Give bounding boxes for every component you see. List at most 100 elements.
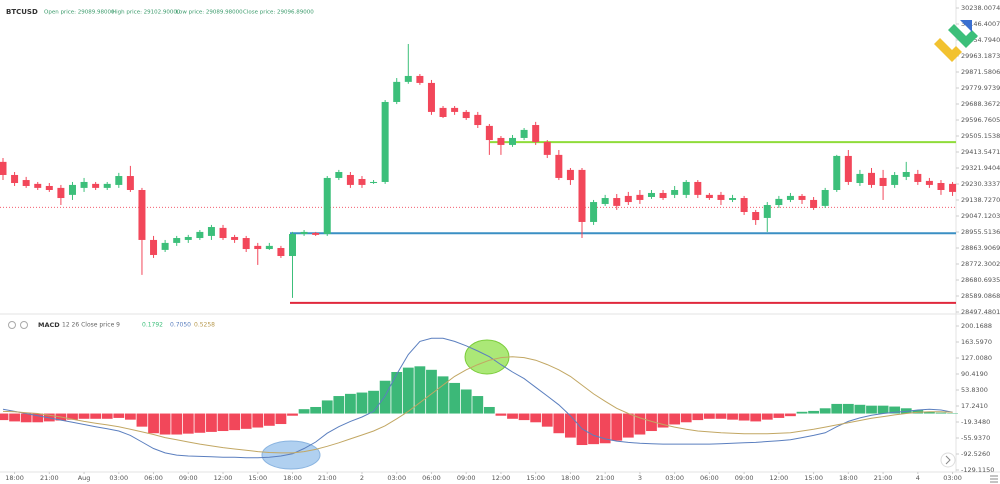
- candle-body: [694, 181, 702, 195]
- histogram-bar: [622, 413, 634, 438]
- indicator-value: 0.1792: [142, 322, 163, 329]
- y-tick-label: 30238.00740: [961, 4, 1000, 12]
- candle-body: [543, 141, 551, 155]
- y-tick-label: -92.5260: [961, 450, 990, 458]
- histogram-bar: [553, 413, 565, 434]
- candle-body: [381, 101, 389, 182]
- histogram-bar: [518, 413, 530, 421]
- candle-body: [451, 107, 459, 112]
- candle-body: [833, 155, 841, 190]
- candle-body: [775, 198, 783, 206]
- candle-body: [80, 181, 88, 188]
- candle-body: [949, 183, 957, 192]
- candle-body: [393, 81, 401, 102]
- candle-body: [289, 234, 296, 257]
- x-tick-label: 03:00: [665, 474, 684, 482]
- candle-body: [150, 239, 158, 255]
- candle-body: [566, 169, 574, 181]
- histogram-bar: [345, 393, 356, 414]
- histogram-bar: [449, 382, 461, 414]
- x-tick-label: 12:00: [214, 474, 233, 482]
- x-tick-label: 18:00: [5, 474, 24, 482]
- x-tick-label: 15:00: [248, 474, 267, 482]
- y-tick-label: 29505.15380: [961, 132, 1000, 140]
- candle-body: [370, 181, 378, 184]
- histogram-bar: [78, 413, 90, 419]
- candle-body: [485, 125, 493, 141]
- histogram-bar: [148, 413, 159, 434]
- histogram-bar: [124, 413, 136, 420]
- x-tick-label: 09:00: [735, 474, 754, 482]
- histogram-bar: [738, 413, 750, 421]
- candle-body: [300, 231, 308, 235]
- legend-item: High price: 29102.90000: [112, 10, 181, 16]
- histogram-bar: [159, 413, 171, 435]
- candle-body: [624, 195, 632, 203]
- histogram-bar: [368, 390, 379, 414]
- y-tick-label: 29871.58060: [961, 68, 1000, 76]
- histogram-bar: [333, 396, 345, 414]
- y-tick-label: -19.3480: [961, 418, 990, 426]
- histogram-bar: [437, 376, 449, 414]
- logo-shape: [960, 20, 972, 32]
- candle-body: [682, 181, 690, 195]
- candle-body: [810, 199, 818, 208]
- candle-body: [68, 184, 76, 195]
- histogram-bar: [727, 413, 738, 420]
- candle-body: [416, 75, 424, 83]
- histogram-bar: [287, 413, 298, 416]
- y-tick-label: 163.5970: [961, 338, 992, 346]
- x-tick-label: 12:00: [769, 474, 788, 482]
- x-tick-label: 21:00: [596, 474, 615, 482]
- x-tick-label: 09:00: [179, 474, 198, 482]
- candle-body: [786, 195, 794, 200]
- candle-body: [265, 245, 273, 250]
- symbol-title: BTCUSD: [6, 8, 38, 16]
- histogram-bar: [588, 413, 599, 445]
- candle-body: [613, 198, 621, 206]
- candle-body: [207, 227, 215, 236]
- x-tick-label: 03:00: [387, 474, 406, 482]
- histogram-bar: [275, 413, 287, 425]
- histogram-bar: [831, 403, 843, 414]
- legend-item: Open price: 29089.98000: [44, 10, 115, 16]
- candle-body: [578, 169, 586, 222]
- candle-body: [914, 173, 922, 182]
- settings-icon[interactable]: [20, 321, 28, 329]
- candle-body: [856, 173, 864, 184]
- histogram-bar: [842, 403, 854, 414]
- scroll-button[interactable]: [940, 452, 956, 468]
- histogram-bar: [356, 392, 368, 414]
- indicator-params: 12 26 Close price 9: [62, 322, 120, 329]
- candle-body: [138, 189, 146, 240]
- x-tick-label: 15:00: [526, 474, 545, 482]
- candle-body: [184, 236, 192, 240]
- histogram-bar: [9, 413, 20, 422]
- candle-body: [844, 155, 852, 182]
- candle-body: [763, 205, 771, 218]
- histogram-bar: [634, 413, 646, 435]
- x-tick-label: 12:00: [492, 474, 511, 482]
- histogram-bar: [90, 413, 102, 419]
- candle-body: [427, 82, 435, 112]
- visibility-icon[interactable]: [8, 321, 16, 329]
- histogram-bar: [171, 413, 183, 435]
- candle-body: [590, 202, 598, 222]
- histogram-bar: [263, 413, 275, 426]
- candle-body: [902, 172, 910, 177]
- histogram-bar: [402, 367, 414, 414]
- candle-body: [497, 137, 505, 145]
- candle-body: [636, 194, 644, 200]
- menu-icon[interactable]: [990, 475, 998, 483]
- histogram-bar: [391, 371, 403, 414]
- histogram-bar: [680, 413, 692, 423]
- y-tick-label: 29413.54710: [961, 148, 1000, 156]
- y-tick-label: 29596.76050: [961, 116, 1000, 124]
- y-tick-label: 29963.18730: [961, 52, 1000, 60]
- candle-body: [752, 212, 760, 221]
- histogram-bar: [935, 412, 947, 414]
- candle-body: [555, 154, 563, 178]
- y-tick-label: 28680.69350: [961, 276, 1000, 284]
- candle-body: [45, 185, 53, 190]
